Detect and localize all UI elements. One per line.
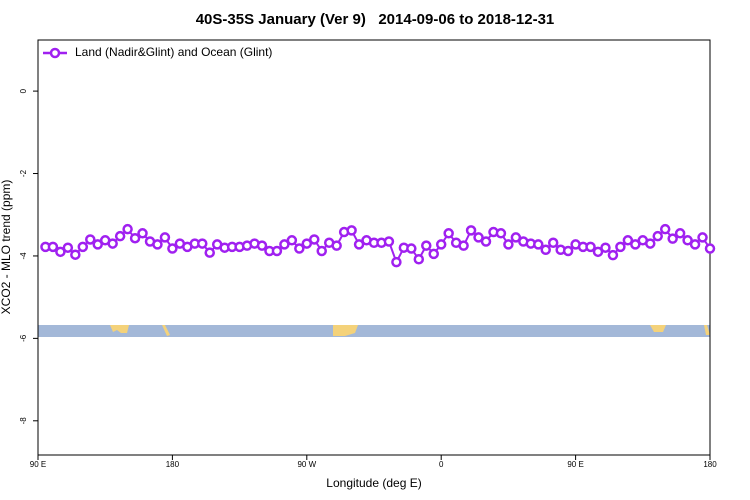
- data-point: [600, 242, 611, 253]
- x-axis-label: Longitude (deg E): [326, 476, 421, 490]
- data-point: [503, 239, 514, 250]
- data-point: [197, 238, 208, 249]
- data-point: [443, 228, 454, 239]
- data-point: [421, 240, 432, 251]
- y-tick-label: -2: [19, 169, 28, 177]
- data-point: [704, 243, 716, 254]
- data-point: [540, 244, 551, 256]
- data-point: [107, 238, 118, 249]
- data-point: [435, 239, 447, 250]
- x-tick-label: 180: [166, 460, 180, 469]
- data-point: [465, 225, 477, 236]
- data-point: [316, 245, 327, 257]
- data-point: [92, 239, 103, 250]
- data-point: [271, 245, 283, 257]
- data-point: [346, 225, 357, 236]
- legend-label: Land (Nadir&Glint) and Ocean (Glint): [75, 45, 272, 59]
- data-point: [47, 241, 59, 253]
- data-point: [413, 253, 425, 265]
- data-point: [585, 241, 596, 253]
- data-point: [630, 239, 641, 250]
- y-tick-label: -6: [19, 334, 28, 342]
- y-tick-label: -8: [19, 417, 28, 425]
- data-point: [70, 249, 81, 260]
- x-tick-label: 90 W: [297, 460, 316, 469]
- data-point: [167, 243, 178, 254]
- data-point: [406, 243, 417, 254]
- y-tick-label: -4: [19, 252, 28, 260]
- data-point: [533, 239, 544, 250]
- data-point: [294, 243, 305, 254]
- data-point: [652, 230, 663, 242]
- data-point: [622, 235, 634, 246]
- data-point: [607, 249, 619, 261]
- x-tick-label: 90 E: [30, 460, 46, 469]
- data-point: [85, 234, 96, 245]
- data-point: [77, 241, 89, 253]
- data-point: [122, 223, 133, 235]
- data-point: [204, 247, 215, 258]
- data-point: [495, 228, 507, 239]
- data-point: [562, 245, 574, 257]
- data-point: [458, 240, 469, 251]
- data-point: [256, 240, 268, 251]
- data-point: [114, 230, 126, 242]
- data-point: [159, 232, 171, 243]
- y-axis-label: XCO2 - MLO trend (ppm): [0, 180, 13, 315]
- data-point: [137, 228, 148, 239]
- data-point: [55, 246, 66, 258]
- data-point: [331, 240, 342, 251]
- data-point: [129, 232, 141, 244]
- data-point: [667, 233, 678, 244]
- data-point: [428, 248, 439, 260]
- x-tick-label: 0: [439, 460, 444, 469]
- data-point: [615, 241, 626, 253]
- data-point: [383, 236, 395, 247]
- data-point: [473, 232, 484, 243]
- data-point: [674, 228, 686, 239]
- map-strip: [38, 325, 710, 337]
- x-tick-label: 180: [703, 460, 717, 469]
- y-tick-label: 0: [19, 88, 28, 93]
- data-point: [309, 234, 320, 245]
- legend-marker: [49, 47, 61, 59]
- data-point: [659, 223, 671, 235]
- data-point: [645, 238, 656, 249]
- data-point: [353, 239, 365, 250]
- x-tick-label: 90 E: [567, 460, 583, 469]
- data-point: [682, 235, 693, 246]
- data-point: [592, 246, 604, 258]
- data-point: [391, 256, 402, 268]
- data-point: [480, 236, 492, 247]
- data-point: [510, 232, 522, 243]
- chart-title: 40S-35S January (Ver 9) 2014-09-06 to 20…: [196, 11, 555, 28]
- data-point: [152, 239, 163, 250]
- data-point: [697, 232, 708, 243]
- data-point: [689, 239, 701, 250]
- data-point: [301, 238, 313, 249]
- data-point: [547, 237, 559, 249]
- data-point: [286, 235, 298, 246]
- data-point: [62, 242, 74, 253]
- data-point: [279, 239, 290, 250]
